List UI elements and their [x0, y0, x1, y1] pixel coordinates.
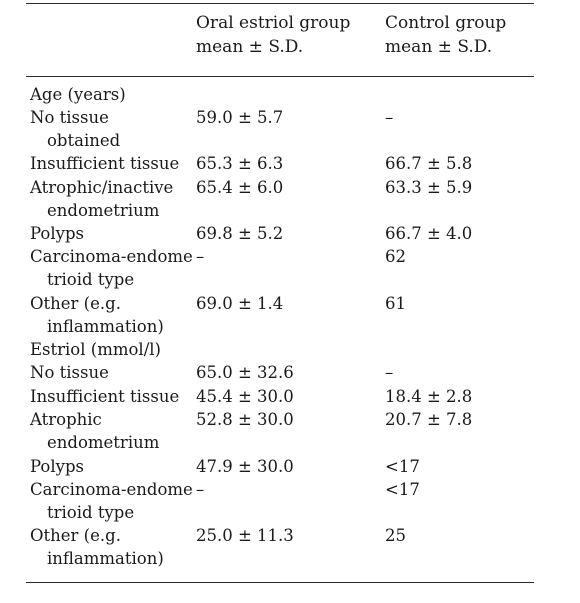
row-label: Polyps [30, 224, 84, 243]
row-label-cont: endometrium [47, 201, 160, 220]
row-label: Carcinoma-endome [30, 247, 193, 266]
row-label-cont: trioid type [47, 270, 135, 289]
row-label: Carcinoma-endome [30, 480, 193, 499]
row-label: Insufficient tissue [30, 154, 180, 173]
row-label: Atrophic [30, 410, 102, 429]
table-top-rule [26, 3, 534, 4]
row-label-cont: inflammation) [47, 549, 164, 568]
section-age-label: Age (years) [30, 85, 126, 104]
table-bottom-rule [26, 582, 534, 583]
row-label-cont: inflammation) [47, 317, 164, 336]
oral-value: 52.8 ± 30.0 [196, 410, 294, 429]
oral-value: 65.0 ± 32.6 [196, 363, 294, 382]
control-value: <17 [385, 480, 420, 499]
control-value: 66.7 ± 5.8 [385, 154, 473, 173]
oral-value: 59.0 ± 5.7 [196, 108, 284, 127]
oral-value: 69.8 ± 5.2 [196, 224, 284, 243]
oral-value: – [196, 247, 205, 266]
control-value: 25 [385, 526, 406, 545]
header-rule [26, 76, 534, 77]
control-value: <17 [385, 457, 420, 476]
row-label-cont: trioid type [47, 503, 135, 522]
control-value: – [385, 363, 394, 382]
header-control-line1: Control group [385, 13, 507, 33]
row-label-cont: obtained [47, 131, 121, 150]
row-label-cont: endometrium [47, 433, 160, 452]
control-value: 62 [385, 247, 406, 266]
control-value: 18.4 ± 2.8 [385, 387, 473, 406]
oral-value: 65.3 ± 6.3 [196, 154, 284, 173]
section-estriol-label: Estriol (mmol/l) [30, 340, 161, 359]
header-oral-line2: mean ± S.D. [196, 37, 304, 57]
control-value: – [385, 108, 394, 127]
row-label: Other (e.g. [30, 526, 121, 545]
header-control-line2: mean ± S.D. [385, 37, 493, 57]
row-label: Polyps [30, 457, 84, 476]
row-label: No tissue [30, 363, 109, 382]
row-label: No tissue [30, 108, 109, 127]
oral-value: 45.4 ± 30.0 [196, 387, 294, 406]
oral-value: 69.0 ± 1.4 [196, 294, 284, 313]
control-value: 66.7 ± 4.0 [385, 224, 473, 243]
control-value: 20.7 ± 7.8 [385, 410, 473, 429]
row-label: Atrophic/inactive [30, 178, 174, 197]
oral-value: 47.9 ± 30.0 [196, 457, 294, 476]
oral-value: – [196, 480, 205, 499]
row-label: Other (e.g. [30, 294, 121, 313]
oral-value: 25.0 ± 11.3 [196, 526, 294, 545]
control-value: 63.3 ± 5.9 [385, 178, 473, 197]
control-value: 61 [385, 294, 406, 313]
header-oral-line1: Oral estriol group [196, 13, 351, 33]
row-label: Insufficient tissue [30, 387, 180, 406]
oral-value: 65.4 ± 6.0 [196, 178, 284, 197]
